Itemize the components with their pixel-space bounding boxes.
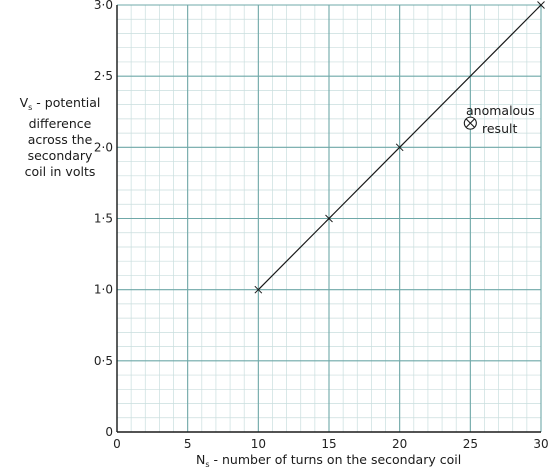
- y-tick-label: 0: [105, 425, 113, 439]
- data-point-marker: [395, 143, 404, 152]
- marker-stroke: [395, 143, 404, 152]
- y-axis-label-symbol: V: [19, 95, 29, 110]
- x-tick-label: 30: [533, 437, 548, 451]
- anomalous-point-marker: [463, 116, 477, 130]
- annotation-line1: anomalous: [466, 103, 535, 118]
- y-axis-label-line2: difference: [28, 116, 92, 131]
- x-tick-label: 0: [113, 437, 121, 451]
- data-point-marker: [537, 1, 545, 9]
- marker-stroke: [254, 285, 263, 294]
- x-axis-label: Ns - number of turns on the secondary co…: [196, 452, 461, 469]
- marker-stroke: [465, 118, 475, 128]
- tick-labels: 0 5 10 15 20 25 30 0 0·5 1·0 1·5 2·0 2·5 3·0: [94, 0, 549, 451]
- data-point-marker: [325, 214, 333, 223]
- y-tick-label: 2·5: [94, 69, 113, 83]
- x-axis-label-subscript: s: [205, 460, 210, 469]
- x-tick-label: 15: [321, 437, 336, 451]
- x-tick-label: 25: [463, 437, 478, 451]
- best-fit-line: [257, 4, 542, 291]
- y-axis-label-line1: - potential: [32, 95, 101, 110]
- y-axis-label: Vs - potential difference across the sec…: [2, 95, 118, 180]
- data-series: [254, 1, 545, 294]
- y-axis-label-line4: secondary: [27, 148, 93, 163]
- y-axis-label-line5: coil in volts: [24, 164, 96, 179]
- x-tick-label: 5: [184, 437, 192, 451]
- data-point-marker: [254, 285, 263, 294]
- marker-stroke: [537, 1, 545, 9]
- y-tick-label: 1·0: [94, 283, 113, 297]
- y-axis-label-subscript: s: [28, 103, 33, 112]
- x-tick-label: 20: [392, 437, 407, 451]
- x-tick-label: 10: [251, 437, 266, 451]
- y-tick-label: 0·5: [94, 354, 113, 368]
- anomalous-result-annotation: anomalous result: [466, 102, 546, 138]
- y-tick-label: 3·0: [94, 0, 113, 12]
- x-axis-label-symbol: N: [196, 452, 206, 467]
- annotation-line2: result: [482, 121, 518, 136]
- y-tick-label: 2·0: [94, 140, 113, 154]
- y-axis-label-line3: across the: [27, 132, 93, 147]
- x-axis-label-text: - number of turns on the secondary coil: [209, 452, 462, 467]
- y-tick-label: 1·5: [94, 212, 113, 226]
- axes: [116, 5, 541, 433]
- marker-stroke: [325, 214, 333, 223]
